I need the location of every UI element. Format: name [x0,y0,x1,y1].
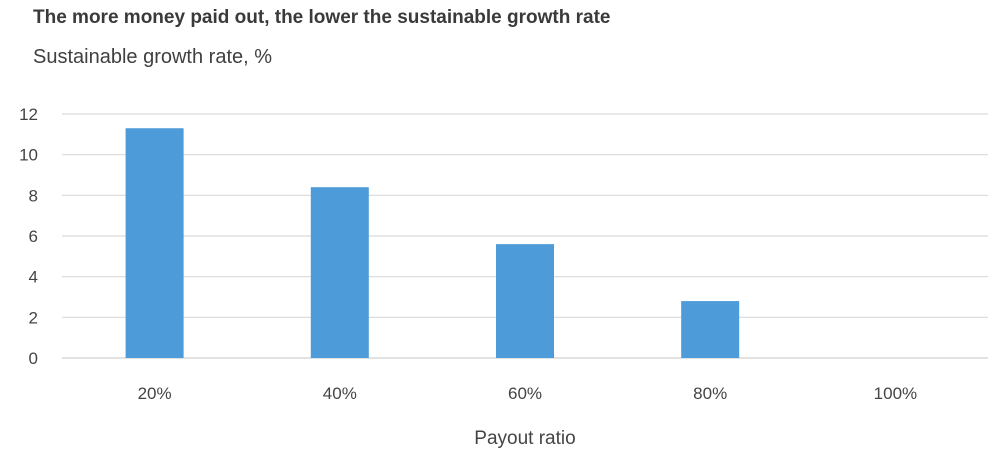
bar-40pct [310,187,369,358]
chart-subtitle: Sustainable growth rate, % [33,46,273,68]
gridlines [62,113,988,359]
bar-60pct [496,244,554,358]
y-tick-label: 12 [19,105,38,124]
x-tick-label: 80% [693,384,727,403]
y-tick-label: 10 [19,146,38,165]
x-tick-label: 100% [874,384,917,403]
x-tick-label: 60% [508,384,542,403]
bars [125,128,740,358]
bar-80pct [681,301,740,358]
y-axis-ticks: 0 2 4 6 8 10 12 [19,105,38,368]
y-tick-label: 6 [29,227,38,246]
chart-title: The more money paid out, the lower the s… [33,7,611,28]
y-tick-label: 0 [29,349,38,368]
y-tick-label: 2 [29,308,38,327]
bar-20pct [125,128,184,358]
x-axis-title: Payout ratio [474,428,575,449]
y-tick-label: 4 [29,268,38,287]
x-axis-ticks: 20% 40% 60% 80% 100% [138,384,918,403]
y-tick-label: 8 [29,186,38,205]
x-tick-label: 20% [138,384,172,403]
x-tick-label: 40% [323,384,357,403]
